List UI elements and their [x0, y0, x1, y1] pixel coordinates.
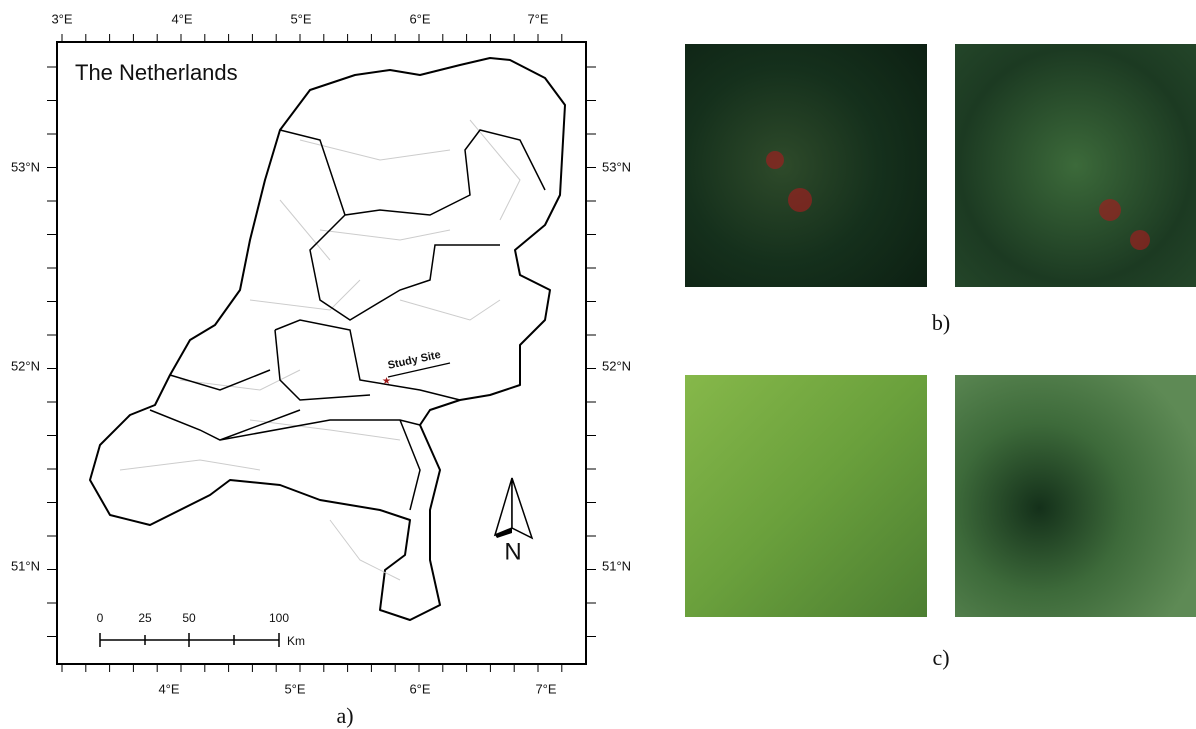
photo: [955, 375, 1196, 617]
bottom-coord-label: 6°E: [409, 681, 430, 696]
bottom-coord-label: 4°E: [158, 681, 179, 696]
top-coord-label: 5°E: [290, 11, 311, 26]
scale-label: 50: [182, 611, 196, 625]
figure: The Netherlands Study Site 0 25 50 100 K…: [0, 0, 1196, 729]
photo: [955, 44, 1196, 287]
left-coord-label: 51°N: [11, 558, 40, 573]
photo: [685, 375, 927, 617]
scale-label: 100: [269, 611, 289, 625]
photo: [685, 44, 927, 287]
caption: c): [932, 645, 949, 670]
left-coord-label: 53°N: [11, 159, 40, 174]
top-coord-label: 7°E: [527, 11, 548, 26]
caption: a): [336, 703, 353, 728]
scale-label: 25: [138, 611, 152, 625]
top-coord-label: 3°E: [51, 11, 72, 26]
right-coord-label: 53°N: [602, 159, 631, 174]
caption: b): [932, 310, 950, 335]
scale-unit: Km: [287, 634, 305, 648]
scale-label: 0: [97, 611, 104, 625]
top-coord-label: 6°E: [409, 11, 430, 26]
map-panel: The Netherlands Study Site 0 25 50 100 K…: [47, 34, 596, 672]
map-title: The Netherlands: [75, 60, 238, 85]
bottom-coord-label: 7°E: [535, 681, 556, 696]
right-coord-label: 52°N: [602, 358, 631, 373]
north-label: N: [504, 538, 521, 565]
top-coord-label: 4°E: [171, 11, 192, 26]
left-coord-label: 52°N: [11, 358, 40, 373]
bottom-coord-label: 5°E: [284, 681, 305, 696]
right-coord-label: 51°N: [602, 558, 631, 573]
